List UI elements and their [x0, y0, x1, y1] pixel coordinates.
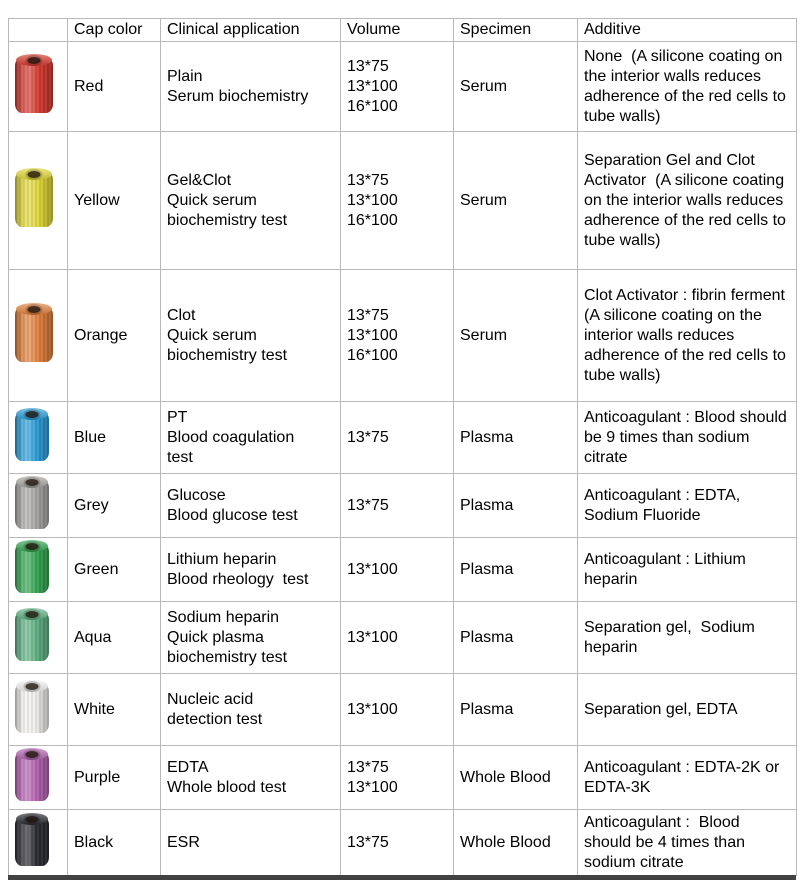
tube-image-cell: [8, 269, 68, 402]
header-volume: Volume: [340, 18, 454, 42]
specimen-cell: Serum: [453, 131, 578, 270]
table-row: Red Plain Serum biochemistry 13*75 13*10…: [8, 41, 797, 132]
cap-color-cell: Aqua: [67, 601, 161, 674]
tube-image-cell: [8, 745, 68, 810]
tube-image-cell: [8, 401, 68, 474]
volume-cell: 13*75: [340, 809, 454, 876]
application-cell: PT Blood coagulation test: [160, 401, 341, 474]
blood-tube-table: Cap color Clinical application Volume Sp…: [8, 18, 797, 876]
orange-tube-cap-icon: [15, 303, 53, 362]
table-row: Yellow Gel&Clot Quick serum biochemistry…: [8, 131, 797, 270]
table-row: Black ESR 13*75 Whole Blood Anticoagulan…: [8, 809, 797, 876]
additive-cell: None (A silicone coating on the interior…: [577, 41, 797, 132]
specimen-cell: Serum: [453, 41, 578, 132]
table-row: Green Lithium heparin Blood rheology tes…: [8, 537, 797, 602]
specimen-cell: Plasma: [453, 537, 578, 602]
table-row: Aqua Sodium heparin Quick plasma biochem…: [8, 601, 797, 674]
cap-color-cell: Red: [67, 41, 161, 132]
header-row: Cap color Clinical application Volume Sp…: [8, 18, 797, 42]
table-row: Purple EDTA Whole blood test 13*75 13*10…: [8, 745, 797, 810]
additive-cell: Anticoagulant : Blood should be 4 times …: [577, 809, 797, 876]
table-row: Grey Glucose Blood glucose test 13*75 Pl…: [8, 473, 797, 538]
tube-image-cell: [8, 473, 68, 538]
volume-cell: 13*75 13*100: [340, 745, 454, 810]
cap-color-cell: Orange: [67, 269, 161, 402]
aqua-tube-cap-icon: [15, 608, 49, 661]
header-clinical-application: Clinical application: [160, 18, 341, 42]
application-cell: Gel&Clot Quick serum biochemistry test: [160, 131, 341, 270]
application-cell: Plain Serum biochemistry: [160, 41, 341, 132]
table-bottom-border-bar: [8, 875, 796, 880]
specimen-cell: Whole Blood: [453, 745, 578, 810]
purple-tube-cap-icon: [15, 748, 49, 801]
grey-tube-cap-icon: [15, 476, 49, 529]
cap-color-cell: White: [67, 673, 161, 746]
cap-color-cell: Black: [67, 809, 161, 876]
volume-cell: 13*75: [340, 473, 454, 538]
additive-cell: Anticoagulant : Blood should be 9 times …: [577, 401, 797, 474]
volume-cell: 13*75 13*100 16*100: [340, 269, 454, 402]
table-row: Blue PT Blood coagulation test 13*75 Pla…: [8, 401, 797, 474]
application-cell: Sodium heparin Quick plasma biochemistry…: [160, 601, 341, 674]
application-cell: Glucose Blood glucose test: [160, 473, 341, 538]
additive-cell: Separation gel, Sodium heparin: [577, 601, 797, 674]
application-cell: EDTA Whole blood test: [160, 745, 341, 810]
yellow-tube-cap-icon: [15, 168, 53, 227]
application-cell: Nucleic acid detection test: [160, 673, 341, 746]
additive-cell: Separation Gel and Clot Activator (A sil…: [577, 131, 797, 270]
red-tube-cap-icon: [15, 54, 53, 113]
table-row: Orange Clot Quick serum biochemistry tes…: [8, 269, 797, 402]
volume-cell: 13*100: [340, 537, 454, 602]
application-cell: Lithium heparin Blood rheology test: [160, 537, 341, 602]
volume-cell: 13*100: [340, 673, 454, 746]
white-tube-cap-icon: [15, 680, 49, 733]
additive-cell: Separation gel, EDTA: [577, 673, 797, 746]
specimen-cell: Plasma: [453, 401, 578, 474]
table-row: White Nucleic acid detection test 13*100…: [8, 673, 797, 746]
specimen-cell: Serum: [453, 269, 578, 402]
volume-cell: 13*75: [340, 401, 454, 474]
volume-cell: 13*75 13*100 16*100: [340, 131, 454, 270]
additive-cell: Anticoagulant : EDTA, Sodium Fluoride: [577, 473, 797, 538]
tube-image-cell: [8, 537, 68, 602]
application-cell: ESR: [160, 809, 341, 876]
specimen-cell: Plasma: [453, 473, 578, 538]
black-tube-cap-icon: [15, 813, 49, 866]
blue-tube-cap-icon: [15, 408, 49, 461]
additive-cell: Anticoagulant : EDTA-2K or EDTA-3K: [577, 745, 797, 810]
cap-color-cell: Yellow: [67, 131, 161, 270]
tube-image-cell: [8, 41, 68, 132]
volume-cell: 13*100: [340, 601, 454, 674]
cap-color-cell: Grey: [67, 473, 161, 538]
volume-cell: 13*75 13*100 16*100: [340, 41, 454, 132]
additive-cell: Anticoagulant : Lithium heparin: [577, 537, 797, 602]
tube-image-cell: [8, 131, 68, 270]
tube-image-cell: [8, 601, 68, 674]
cap-color-cell: Blue: [67, 401, 161, 474]
additive-cell: Clot Activator : fibrin ferment (A silic…: [577, 269, 797, 402]
specimen-cell: Plasma: [453, 601, 578, 674]
header-specimen: Specimen: [453, 18, 578, 42]
green-tube-cap-icon: [15, 540, 49, 593]
cap-color-cell: Green: [67, 537, 161, 602]
cap-color-cell: Purple: [67, 745, 161, 810]
specimen-cell: Plasma: [453, 673, 578, 746]
specimen-cell: Whole Blood: [453, 809, 578, 876]
application-cell: Clot Quick serum biochemistry test: [160, 269, 341, 402]
header-image: [8, 18, 68, 42]
tube-image-cell: [8, 673, 68, 746]
tube-image-cell: [8, 809, 68, 876]
header-additive: Additive: [577, 18, 797, 42]
header-cap-color: Cap color: [67, 18, 161, 42]
